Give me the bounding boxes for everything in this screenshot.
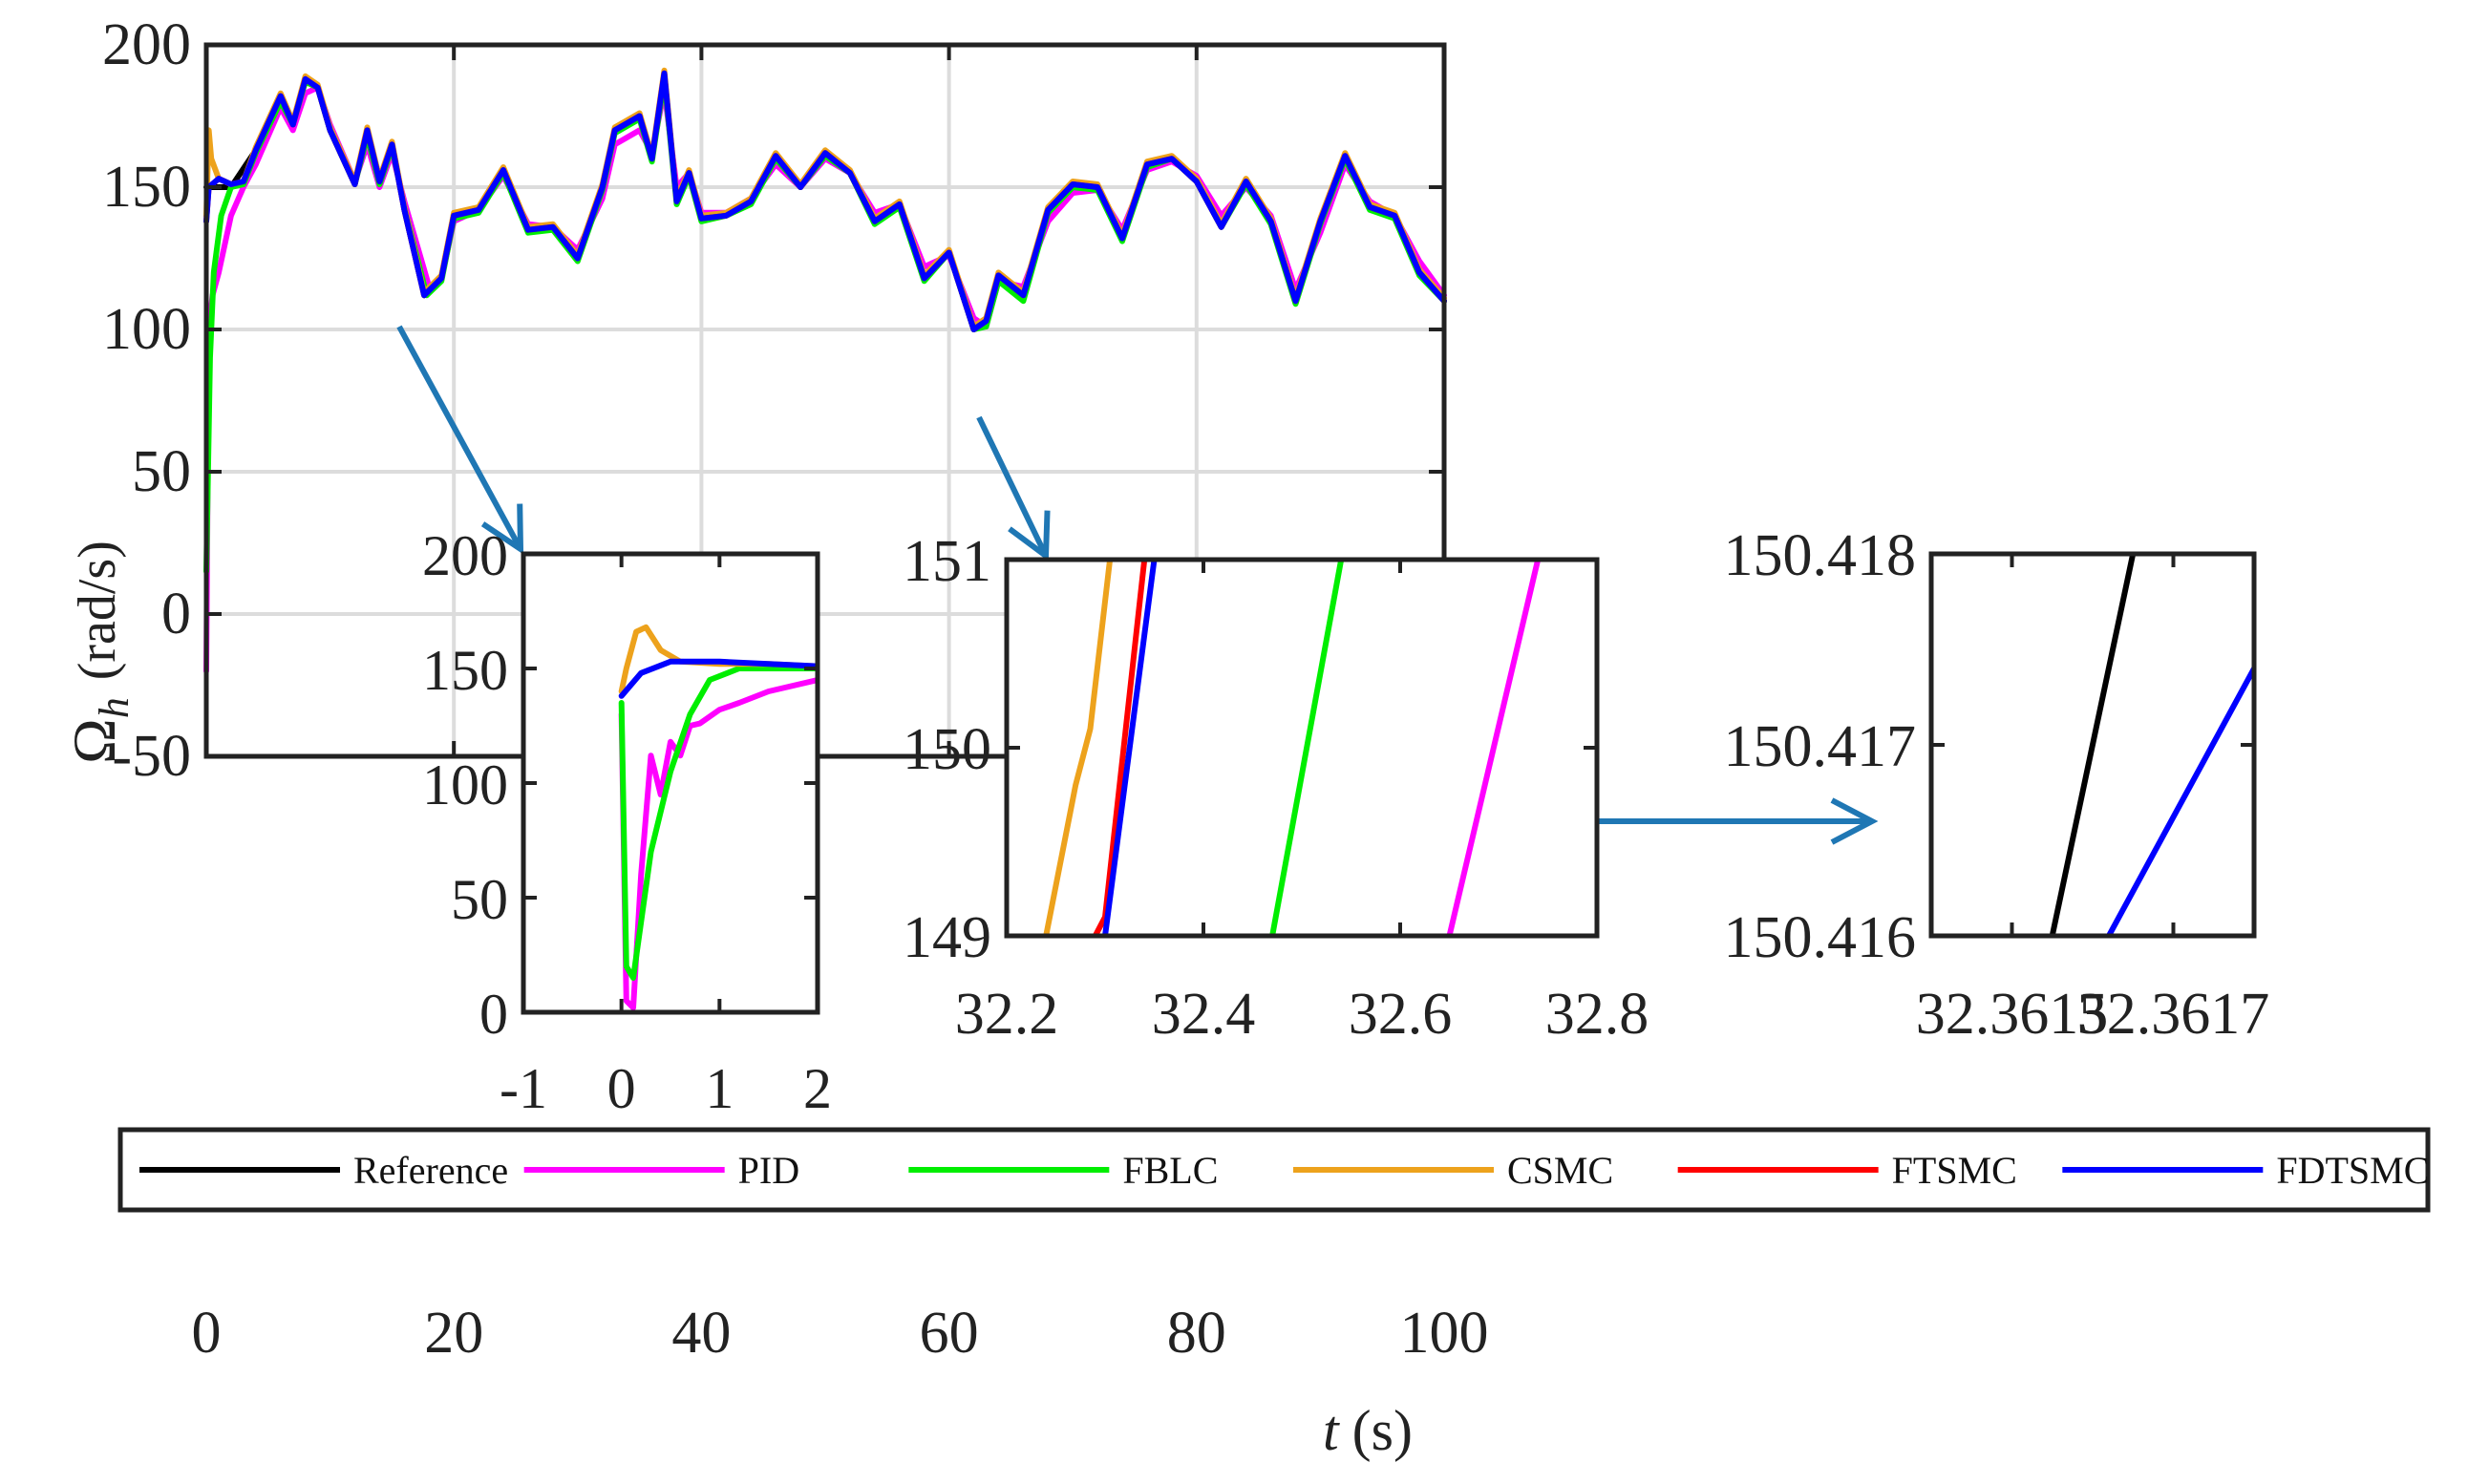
x-tick-label: 100 — [1400, 1301, 1489, 1366]
legend-label-pid: PID — [738, 1149, 799, 1192]
legend-label-fblc: FBLC — [1122, 1149, 1218, 1192]
x-tick-label: 20 — [424, 1301, 483, 1366]
inset-series-line-fblc — [618, 666, 818, 981]
x-tick-label: 80 — [1167, 1301, 1226, 1366]
zoom-arrow-head — [1830, 797, 1879, 845]
zoom-arrow-head — [1008, 510, 1051, 562]
legend-box — [117, 1127, 2431, 1213]
inset-series-line-pid — [1446, 560, 1542, 936]
x-axis-variable: t — [1323, 1399, 1340, 1462]
inset-series — [618, 624, 818, 1011]
y-axis-label: Ωh (rad/s) — [60, 541, 138, 764]
inset-series-line-fdtsmc — [2105, 666, 2254, 936]
inset-x-tick-label: 32.8 — [1545, 982, 1649, 1047]
legend: Reference PID FBLC CSMC FTSMC FDTSMC — [117, 1127, 2431, 1213]
inset-frame — [1004, 557, 1600, 939]
y-axis-subscript: h — [91, 697, 138, 718]
inset-series — [2049, 554, 2254, 936]
y-axis-unit: (rad/s) — [68, 541, 127, 680]
zoom-arrow-shaft — [396, 325, 523, 551]
y-tick-label: 200 — [102, 12, 191, 77]
inset-x-tick-label: 32.4 — [1152, 982, 1256, 1047]
x-tick-label: 0 — [192, 1301, 222, 1366]
zoom-arrows — [396, 325, 1879, 845]
inset-background — [1007, 560, 1597, 936]
legend-label-fdtsmc: FDTSMC — [2276, 1149, 2429, 1192]
inset-y-tick-label: 50 — [451, 868, 508, 931]
inset-series-line-reference — [2049, 554, 2137, 936]
inset-y-tick-label: 149 — [903, 905, 991, 970]
zoom-arrow-shaft — [976, 415, 1049, 558]
inset-x-tick-label: 2 — [803, 1057, 832, 1120]
inset-y-tick-label: 100 — [422, 753, 508, 816]
inset-x-tick-label: 0 — [607, 1057, 636, 1120]
inset-startup-zoom: -1 0 1 2 0 50 100 150 200 — [422, 524, 832, 1120]
y-tick-label: 0 — [161, 582, 191, 647]
inset-y-tick-label: 150.418 — [1724, 523, 1917, 588]
inset-series-line-fdtsmc — [618, 658, 818, 699]
inset-y-tick-label: 150 — [422, 639, 508, 702]
inset-y-tick-label: 0 — [479, 983, 508, 1046]
inset-y-tick-label: 200 — [422, 524, 508, 587]
inset-series-line-fdtsmc — [1102, 560, 1158, 936]
x-tick-label: 40 — [671, 1301, 731, 1366]
inset-series-line-csmc — [1043, 560, 1114, 936]
inset-y-tick-label: 150.416 — [1724, 905, 1917, 970]
inset-x-tick-label: 32.2 — [955, 982, 1059, 1047]
inset-x-tick-label: 32.3615 — [1916, 982, 2109, 1047]
zoom-arrow-head — [480, 503, 524, 555]
x-axis-unit: (s) — [1352, 1399, 1413, 1462]
inset-frame — [1928, 551, 2257, 939]
inset-y-tick-label: 150.417 — [1724, 714, 1917, 779]
legend-label-reference: Reference — [353, 1149, 508, 1192]
x-axis-label: t (s) — [1323, 1399, 1413, 1462]
y-tick-label: 50 — [132, 439, 191, 504]
inset-series — [1043, 560, 1542, 936]
y-tick-label: -50 — [112, 724, 191, 789]
y-axis-symbol: Ω — [60, 718, 128, 764]
main-plot-frame — [203, 42, 1447, 759]
inset-y-tick-label: 151 — [903, 529, 991, 594]
inset-x-tick-label: 32.6 — [1349, 982, 1453, 1047]
inset-x-tick-label: 32.3617 — [2077, 982, 2270, 1047]
series-line-fdtsmc — [203, 70, 1447, 332]
y-tick-label: 150 — [102, 155, 191, 220]
x-tick-label: 60 — [920, 1301, 979, 1366]
legend-label-ftsmc: FTSMC — [1892, 1149, 2017, 1192]
inset-y-tick-label: 150 — [903, 717, 991, 782]
inset-frame — [521, 551, 820, 1015]
main-series — [203, 67, 1447, 674]
inset-x-tick-label: -1 — [500, 1057, 547, 1120]
inset-detail-zoom: 32.2 32.4 32.6 32.8 149 150 151 — [903, 529, 1649, 1047]
legend-label-csmc: CSMC — [1507, 1149, 1613, 1192]
y-tick-label: 100 — [102, 297, 191, 362]
inset-x-tick-label: 1 — [705, 1057, 734, 1120]
inset-series-line-fblc — [1269, 560, 1345, 936]
